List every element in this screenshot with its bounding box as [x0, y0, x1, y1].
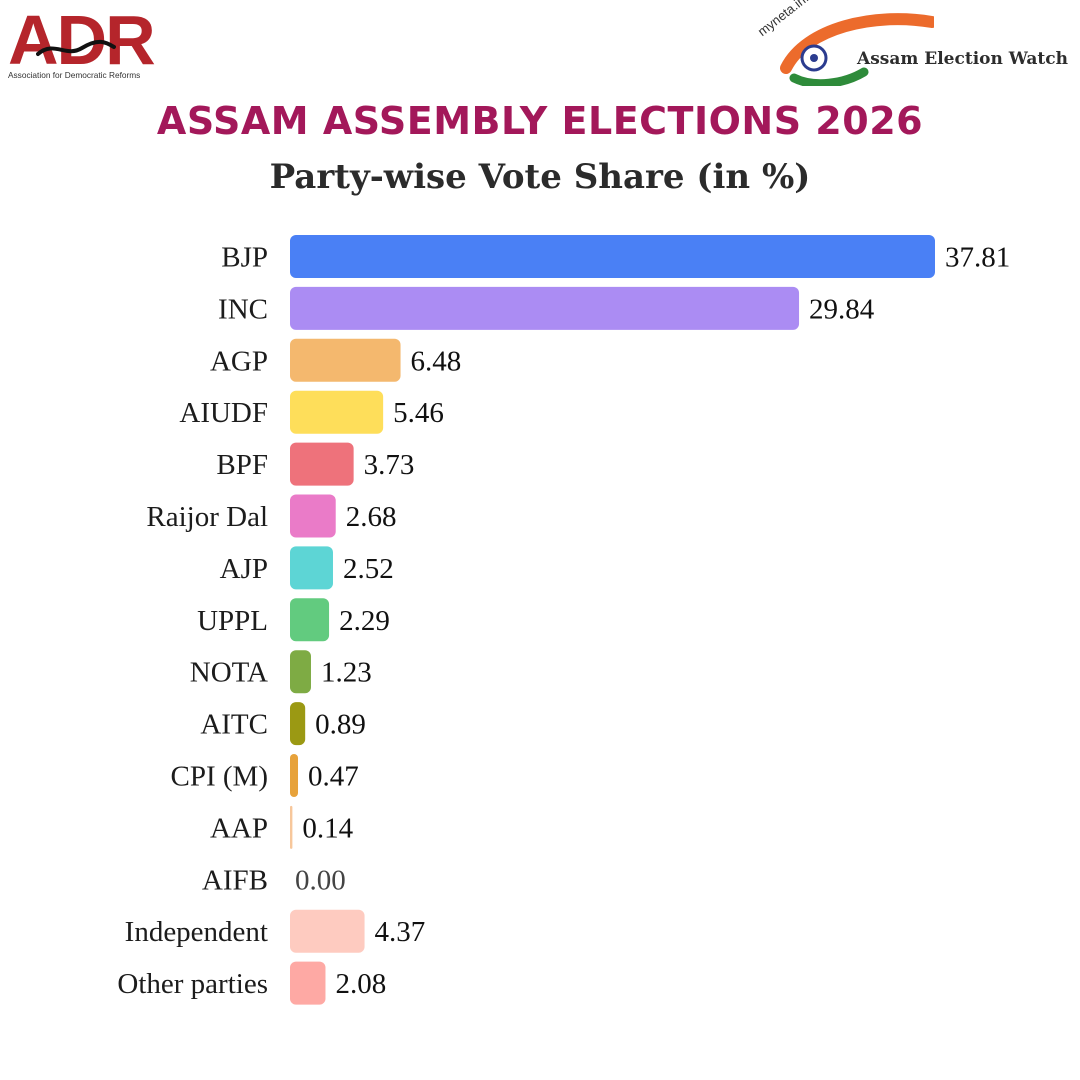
value-label-aitc: 0.89 [315, 709, 366, 741]
bar-aap [290, 805, 293, 849]
chart-title: ASSAM ASSEMBLY ELECTIONS 2026 [156, 99, 924, 143]
myneta-title: Assam Election Watch [857, 49, 1068, 69]
value-label-raijor-dal: 2.68 [346, 501, 397, 533]
category-label-bpf: BPF [216, 449, 268, 481]
bar-raijor-dal [290, 494, 336, 538]
value-label-cpi-m: 0.47 [308, 761, 359, 793]
value-label-inc: 29.84 [809, 293, 875, 325]
category-label-inc: INC [218, 293, 268, 325]
value-label-bpf: 3.73 [364, 449, 415, 481]
category-label-ajp: AJP [220, 553, 268, 585]
bar-aiudf [290, 390, 384, 434]
myneta-logo: myneta.info Assam Election Watch [755, 0, 1076, 86]
value-label-uppl: 2.29 [339, 605, 390, 637]
bar-ajp [290, 546, 333, 590]
category-label-agp: AGP [210, 345, 268, 377]
category-label-aifb: AIFB [202, 864, 268, 896]
bar-aitc [290, 702, 306, 746]
value-label-nota: 1.23 [321, 657, 372, 689]
bar-uppl [290, 598, 330, 642]
bar-other-parties [290, 961, 326, 1005]
adr-logo: ADR Association for Democratic Reforms [8, 2, 173, 84]
adr-tagline: Association for Democratic Reforms [8, 70, 141, 80]
value-label-aap: 0.14 [302, 812, 353, 844]
value-label-independent: 4.37 [375, 916, 426, 948]
value-label-ajp: 2.52 [343, 553, 394, 585]
category-label-uppl: UPPL [197, 605, 268, 637]
bar-cpi-m [290, 754, 299, 797]
category-label-cpi-m: CPI (M) [171, 761, 268, 793]
category-label-aiudf: AIUDF [179, 397, 268, 429]
value-label-aiudf: 5.46 [393, 397, 444, 429]
bar-inc [290, 286, 800, 330]
category-label-nota: NOTA [190, 657, 268, 689]
adr-swoosh-icon [36, 39, 116, 56]
category-label-bjp: BJP [221, 242, 268, 274]
category-label-other-parties: Other parties [117, 968, 268, 1000]
myneta-emblem-icon [780, 13, 934, 86]
value-label-other-parties: 2.08 [335, 968, 386, 1000]
category-label-aap: AAP [210, 812, 268, 844]
bar-nota [290, 650, 311, 694]
value-label-aifb: 0.00 [295, 864, 346, 896]
value-label-agp: 6.48 [411, 345, 462, 377]
chart-subtitle: Party-wise Vote Share (in %) [269, 157, 811, 197]
category-label-raijor-dal: Raijor Dal [146, 501, 268, 533]
category-label-independent: Independent [125, 916, 268, 948]
adr-logo-text: ADR [8, 1, 156, 79]
value-label-bjp: 37.81 [945, 242, 1010, 274]
bar-agp [290, 338, 401, 382]
bar-bjp [290, 235, 935, 278]
bar-bpf [290, 442, 354, 486]
bar-independent [290, 909, 365, 953]
category-label-aitc: AITC [200, 709, 268, 741]
